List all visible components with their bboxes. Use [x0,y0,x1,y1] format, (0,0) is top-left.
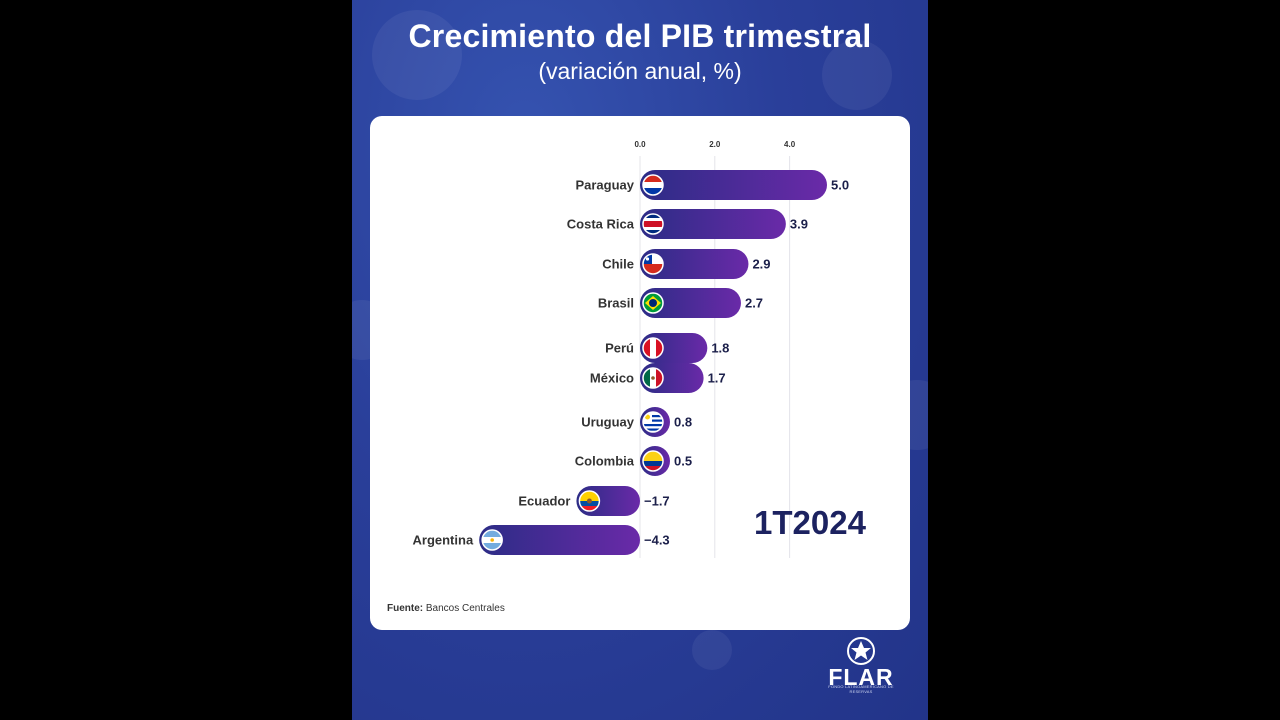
category-label: Paraguay [575,178,634,193]
flag-mexico-icon [642,367,664,389]
category-label: México [590,371,634,386]
flag-colombia-icon [642,450,664,472]
category-label: Brasil [598,296,634,311]
source-label: Fuente: [387,603,424,614]
chart-subtitle: (variación anual, %) [538,58,742,84]
category-label: Uruguay [581,415,635,430]
bar [640,209,786,239]
value-label: 1.8 [711,341,729,356]
bar [640,170,827,200]
category-label: Ecuador [518,494,570,509]
category-label: Argentina [413,533,474,548]
flar-logo: FLAR FONDO LATINOAMERICANO DE RESERVAS [818,636,914,696]
flag-uruguay-icon [642,411,664,433]
logo-emblem-icon [847,637,875,665]
chart-title: Crecimiento del PIB trimestral [408,18,872,54]
flag-chile-icon [642,253,664,275]
bokeh-decoration [372,10,462,100]
flag-brasil-icon [642,292,664,314]
value-label: 1.7 [708,371,726,386]
source-note: Fuente: Bancos Centrales [387,603,505,614]
bar [640,249,749,279]
category-label: Colombia [575,454,635,469]
category-label: Perú [605,341,634,356]
bokeh-decoration [822,40,892,110]
flag-paraguay-icon [642,174,664,196]
bar-chart: 0.0 2.0 4.0 Paraguay 5.0 Costa Rica 3.9 Chile 2.… [413,140,849,558]
flag-ecuador-icon [578,490,601,512]
value-label: 2.7 [745,296,763,311]
x-tick-label: 2.0 [709,140,721,149]
value-label: 5.0 [831,178,849,193]
x-tick-label: 4.0 [784,140,796,149]
chart-card: 0.0 2.0 4.0 Paraguay 5.0 Costa Rica 3.9 Chile 2.… [370,116,910,630]
flag-peru-icon [642,337,664,359]
value-label: −4.3 [644,533,670,548]
logo-text: FLAR [828,664,894,690]
value-label: −1.7 [644,494,670,509]
period-label: 1T2024 [754,504,866,541]
flag-argentina-icon [481,529,503,551]
bar [479,525,640,555]
poster: Crecimiento del PIB trimestral (variació… [352,0,928,720]
logo-tagline: FONDO LATINOAMERICANO DE RESERVAS [828,684,894,694]
category-label: Costa Rica [567,217,635,232]
value-label: 2.9 [752,257,770,272]
x-tick-label: 0.0 [634,140,646,149]
bar [640,288,741,318]
source-text: Bancos Centrales [425,603,505,614]
category-label: Chile [602,257,634,272]
value-label: 0.5 [674,454,692,469]
flag-costa-rica-icon [642,213,664,235]
value-label: 0.8 [674,415,692,430]
value-label: 3.9 [790,217,808,232]
bokeh-decoration [692,630,732,670]
